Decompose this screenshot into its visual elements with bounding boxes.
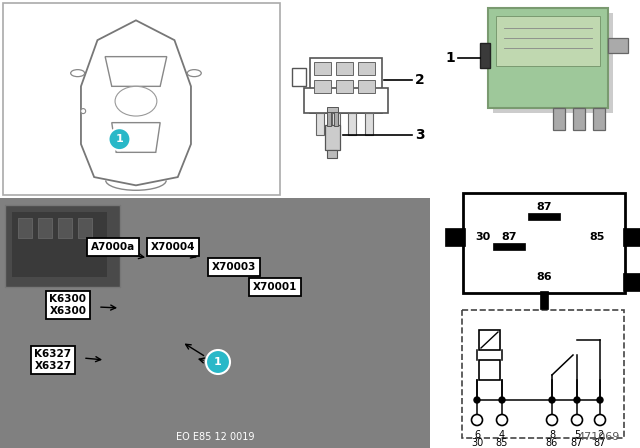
Ellipse shape — [70, 69, 84, 77]
Text: 30: 30 — [471, 438, 483, 448]
Bar — [553, 108, 565, 130]
Circle shape — [472, 414, 483, 426]
Bar — [528, 213, 560, 220]
Text: 87: 87 — [536, 202, 552, 212]
Bar — [493, 13, 613, 113]
Ellipse shape — [115, 86, 157, 116]
Bar — [493, 243, 525, 250]
Bar — [623, 273, 640, 291]
Text: 471069: 471069 — [578, 432, 620, 442]
Text: X70001: X70001 — [253, 282, 297, 292]
Text: 5: 5 — [574, 430, 580, 440]
Text: 4: 4 — [499, 430, 505, 440]
Text: A7000a: A7000a — [91, 242, 135, 252]
Text: 6: 6 — [474, 430, 480, 440]
Circle shape — [474, 397, 480, 403]
Bar — [78, 218, 92, 238]
Circle shape — [572, 414, 582, 426]
Bar — [3, 3, 280, 195]
Bar — [573, 108, 585, 130]
Text: K6327
X6327: K6327 X6327 — [35, 349, 72, 371]
Polygon shape — [81, 20, 191, 185]
Ellipse shape — [188, 69, 201, 77]
Text: 8: 8 — [549, 430, 555, 440]
Bar — [327, 111, 331, 126]
Bar — [608, 38, 628, 53]
Text: 1: 1 — [214, 357, 222, 367]
Text: X70004: X70004 — [151, 242, 195, 252]
Bar — [5, 205, 120, 287]
Bar — [327, 107, 338, 112]
Bar — [327, 150, 337, 158]
Bar — [12, 212, 107, 277]
Text: 87: 87 — [594, 438, 606, 448]
Circle shape — [549, 397, 555, 403]
Bar — [325, 125, 340, 150]
Bar — [445, 228, 465, 246]
Bar — [479, 330, 500, 350]
Text: 1: 1 — [445, 51, 455, 65]
Bar — [623, 228, 640, 246]
Bar — [463, 193, 625, 293]
Circle shape — [499, 397, 505, 403]
Bar — [488, 8, 608, 108]
Bar — [480, 43, 490, 68]
Bar — [479, 360, 500, 380]
Bar — [365, 113, 373, 135]
Circle shape — [497, 414, 508, 426]
Bar — [334, 111, 338, 126]
Text: 2: 2 — [415, 73, 425, 87]
Text: X70003: X70003 — [212, 262, 256, 272]
Text: 85: 85 — [589, 232, 605, 242]
Circle shape — [595, 414, 605, 426]
Polygon shape — [105, 56, 167, 86]
Bar — [348, 113, 356, 135]
Bar — [593, 108, 605, 130]
Text: 85: 85 — [496, 438, 508, 448]
Text: 30: 30 — [475, 232, 490, 242]
Bar — [336, 80, 353, 93]
Text: 87: 87 — [571, 438, 583, 448]
Bar — [336, 62, 353, 75]
Bar — [314, 62, 331, 75]
Circle shape — [597, 397, 603, 403]
Bar — [358, 80, 375, 93]
Text: K6300
X6300: K6300 X6300 — [49, 294, 86, 316]
Text: 1: 1 — [116, 134, 124, 144]
Text: 86: 86 — [546, 438, 558, 448]
Bar — [358, 62, 375, 75]
Bar — [332, 113, 340, 135]
Text: 2: 2 — [597, 430, 603, 440]
Bar — [496, 16, 600, 66]
Bar — [38, 218, 52, 238]
Bar — [292, 68, 306, 86]
Bar — [0, 198, 430, 448]
Bar — [304, 88, 388, 113]
Circle shape — [574, 397, 580, 403]
Circle shape — [81, 108, 86, 114]
Polygon shape — [112, 123, 160, 152]
Bar — [314, 80, 331, 93]
Bar — [316, 113, 324, 135]
Circle shape — [206, 350, 230, 374]
Bar — [310, 58, 382, 113]
Bar — [462, 310, 624, 438]
Bar — [18, 218, 32, 238]
Text: 87: 87 — [501, 232, 516, 242]
Bar — [58, 218, 72, 238]
Text: EO E85 12 0019: EO E85 12 0019 — [176, 432, 254, 442]
Circle shape — [547, 414, 557, 426]
Circle shape — [108, 128, 131, 150]
Text: 86: 86 — [536, 272, 552, 282]
Text: 3: 3 — [415, 128, 424, 142]
Bar — [540, 291, 548, 309]
